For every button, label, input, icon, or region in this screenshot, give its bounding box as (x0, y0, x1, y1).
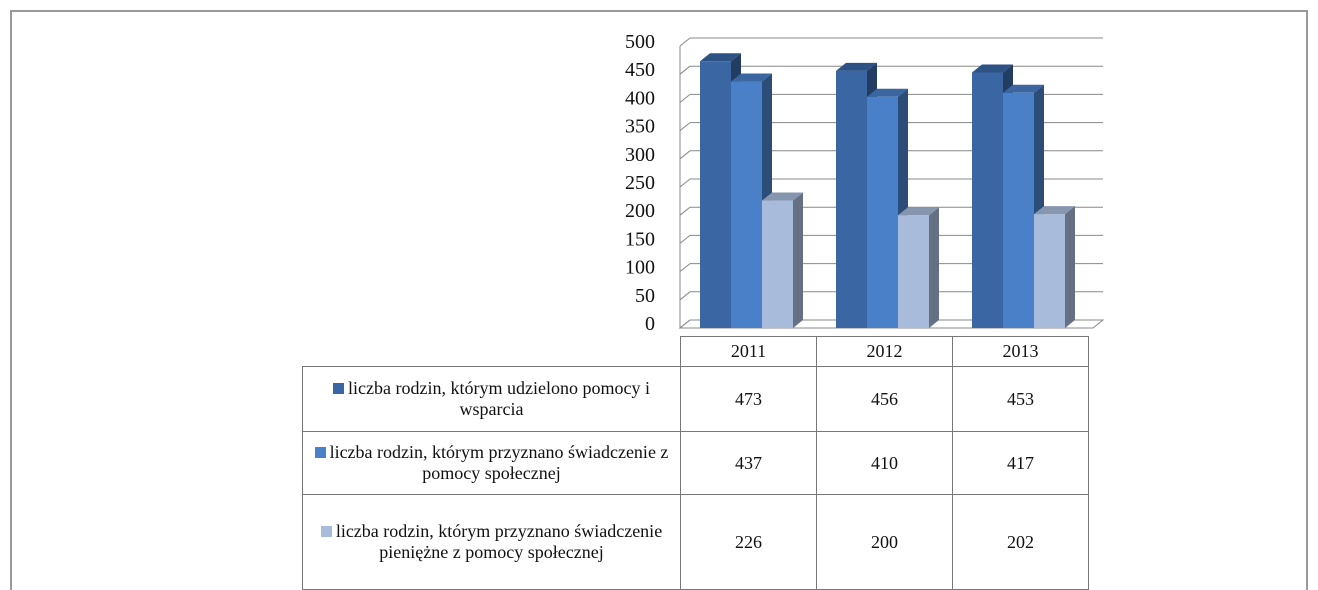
bar-top (1034, 206, 1075, 215)
bar (1034, 214, 1065, 328)
bar-side (1065, 206, 1075, 328)
legend-cell: liczba rodzin, którym udzielono pomocy i… (302, 366, 681, 432)
grid-line (679, 235, 691, 244)
cell-text: 417 (1007, 452, 1034, 473)
table-header: 2013 (952, 336, 1089, 367)
table-value: 202 (952, 494, 1089, 590)
cell-text: 410 (871, 452, 898, 473)
table-value: 417 (952, 431, 1089, 495)
grid-line (679, 65, 691, 75)
grid-line (679, 291, 691, 301)
bar-top (972, 64, 1013, 73)
table-value: 437 (680, 431, 817, 495)
bar-top (731, 73, 772, 82)
cell-text: 202 (1007, 531, 1034, 552)
cell-text: 200 (871, 531, 898, 552)
bar (836, 70, 867, 328)
table-value: 473 (680, 366, 817, 432)
y-tick-label: 250 (625, 172, 655, 194)
table-value: 456 (816, 366, 953, 432)
cell-text: 2012 (866, 341, 903, 361)
y-tick-label: 450 (625, 59, 655, 81)
legend-swatch (320, 526, 332, 537)
y-tick-label: 200 (625, 200, 655, 222)
y-tick-label: 150 (625, 228, 655, 250)
cell-text: 2013 (1002, 341, 1039, 361)
y-tick-label: 100 (625, 257, 655, 279)
legend-cell: liczba rodzin, którym przyznano świadcze… (302, 431, 681, 495)
legend-label: liczba rodzin, którym udzielono pomocy i… (348, 378, 650, 419)
legend-label: liczba rodzin, którym przyznano świadcze… (329, 442, 669, 483)
grid-line (679, 206, 691, 216)
table-header: 2012 (816, 336, 953, 367)
bar (898, 215, 929, 328)
y-tick-label: 500 (625, 31, 655, 53)
bar-top (762, 192, 803, 201)
grid-line (679, 94, 691, 103)
cell-text: 437 (735, 452, 762, 473)
grid-line (679, 263, 691, 272)
grid-line (679, 178, 691, 188)
table-value: 410 (816, 431, 953, 495)
legend-swatch (333, 383, 345, 394)
table-header: 2011 (680, 336, 817, 367)
legend-label: liczba rodzin, którym przyznano świadcze… (335, 521, 663, 562)
grid-line (679, 37, 691, 47)
grid-line (679, 122, 691, 131)
bar (762, 200, 793, 328)
bar (1003, 92, 1034, 328)
cell-text: 456 (871, 388, 898, 409)
legend-cell: liczba rodzin, którym przyznano świadcze… (302, 494, 681, 590)
cell-text: 473 (735, 388, 762, 409)
cell-text: 453 (1007, 388, 1034, 409)
y-tick-label: 400 (625, 87, 655, 109)
legend-swatch (314, 447, 326, 458)
cell-text: 2011 (730, 341, 767, 361)
legend-entry: liczba rodzin, którym udzielono pomocy i… (311, 378, 672, 420)
bar-top (700, 53, 741, 62)
bar (700, 61, 731, 329)
bar-top (836, 62, 877, 71)
table-value: 200 (816, 494, 953, 590)
grid-line (679, 319, 691, 329)
frame (10, 10, 1308, 590)
grid-line (679, 150, 691, 160)
y-tick-label: 350 (625, 116, 655, 138)
legend-entry: liczba rodzin, którym przyznano świadcze… (311, 442, 672, 484)
bar-top (898, 207, 939, 216)
y-tick-label: 50 (635, 285, 655, 307)
bar (731, 81, 762, 328)
bar-top (1003, 84, 1044, 93)
bar (972, 72, 1003, 329)
bar-side (929, 207, 939, 328)
y-tick-label: 300 (625, 144, 655, 166)
bar-side (793, 192, 803, 328)
legend-entry: liczba rodzin, którym przyznano świadcze… (311, 521, 672, 563)
table-value: 226 (680, 494, 817, 590)
bar-top (867, 88, 908, 97)
cell-text: 226 (735, 531, 762, 552)
table-value: 453 (952, 366, 1089, 432)
y-tick-label: 0 (645, 313, 655, 335)
bar (867, 96, 898, 328)
